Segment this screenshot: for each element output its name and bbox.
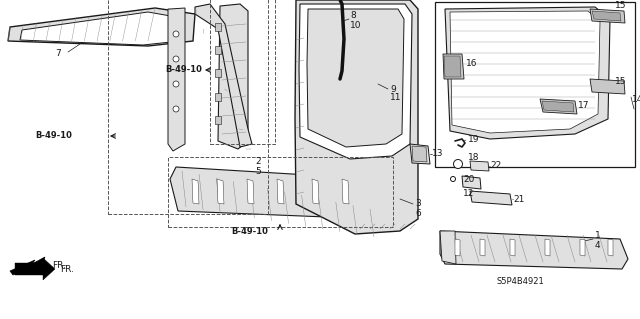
- Circle shape: [173, 81, 179, 87]
- Text: 16: 16: [466, 58, 477, 68]
- Polygon shape: [20, 12, 182, 45]
- Polygon shape: [480, 239, 485, 256]
- Text: FR.: FR.: [60, 264, 74, 273]
- Polygon shape: [455, 239, 460, 256]
- Polygon shape: [217, 179, 224, 204]
- Polygon shape: [510, 239, 515, 256]
- Text: 21: 21: [513, 195, 524, 204]
- Polygon shape: [312, 179, 319, 204]
- Polygon shape: [307, 9, 404, 147]
- Polygon shape: [8, 8, 195, 46]
- Text: 20: 20: [463, 174, 474, 183]
- Polygon shape: [580, 239, 585, 256]
- Polygon shape: [170, 167, 382, 219]
- Polygon shape: [545, 239, 550, 256]
- Circle shape: [173, 31, 179, 37]
- Polygon shape: [277, 179, 284, 204]
- Polygon shape: [215, 46, 221, 54]
- Text: 15: 15: [615, 2, 627, 11]
- Polygon shape: [410, 144, 430, 164]
- Text: 12: 12: [463, 189, 474, 198]
- Polygon shape: [462, 176, 481, 189]
- Text: 2: 2: [255, 158, 260, 167]
- Bar: [168, 157, 393, 227]
- Text: B-49-10: B-49-10: [35, 131, 72, 140]
- Polygon shape: [10, 257, 45, 275]
- Polygon shape: [444, 56, 461, 77]
- Polygon shape: [540, 99, 577, 114]
- Text: 18: 18: [468, 152, 479, 161]
- Polygon shape: [450, 11, 600, 133]
- Polygon shape: [342, 179, 349, 204]
- Polygon shape: [608, 239, 613, 256]
- Polygon shape: [15, 258, 55, 280]
- Text: 7: 7: [55, 49, 61, 58]
- Polygon shape: [445, 7, 610, 139]
- Polygon shape: [247, 179, 254, 204]
- Text: FR.: FR.: [52, 262, 66, 271]
- Polygon shape: [299, 4, 412, 159]
- Text: B-49-10: B-49-10: [232, 226, 268, 235]
- Text: 6: 6: [415, 209, 420, 218]
- Text: 10: 10: [350, 20, 362, 29]
- Polygon shape: [218, 4, 248, 149]
- Text: S5P4B4921: S5P4B4921: [496, 277, 544, 286]
- Circle shape: [451, 176, 456, 182]
- Polygon shape: [215, 116, 221, 124]
- Polygon shape: [542, 101, 574, 112]
- Polygon shape: [590, 79, 625, 94]
- Polygon shape: [168, 8, 185, 151]
- Polygon shape: [590, 9, 625, 23]
- Text: 13: 13: [432, 150, 444, 159]
- Polygon shape: [215, 23, 221, 31]
- Bar: [435, 2, 635, 167]
- Polygon shape: [195, 4, 252, 147]
- Text: 17: 17: [578, 101, 589, 110]
- Circle shape: [173, 56, 179, 62]
- Text: 5: 5: [255, 167, 260, 175]
- Text: 1: 1: [595, 232, 601, 241]
- Circle shape: [454, 160, 463, 168]
- Text: 4: 4: [595, 241, 600, 249]
- Circle shape: [173, 106, 179, 112]
- Text: 9: 9: [390, 85, 396, 93]
- Polygon shape: [470, 191, 512, 205]
- Polygon shape: [443, 54, 464, 79]
- Polygon shape: [215, 93, 221, 101]
- Text: 3: 3: [415, 199, 420, 209]
- Polygon shape: [215, 69, 221, 77]
- Text: 22: 22: [490, 161, 501, 170]
- Text: 14: 14: [632, 94, 640, 103]
- Polygon shape: [592, 11, 621, 21]
- Polygon shape: [412, 146, 427, 162]
- Bar: [210, 0, 275, 144]
- Text: 11: 11: [390, 93, 401, 102]
- Text: 19: 19: [468, 136, 479, 145]
- Polygon shape: [440, 231, 456, 264]
- Text: 8: 8: [350, 11, 356, 20]
- Text: 15: 15: [615, 77, 627, 85]
- Bar: [108, 0, 268, 214]
- Polygon shape: [440, 231, 628, 269]
- Polygon shape: [192, 179, 199, 204]
- Text: B-49-10: B-49-10: [165, 65, 202, 75]
- Polygon shape: [295, 0, 418, 234]
- Polygon shape: [470, 161, 489, 171]
